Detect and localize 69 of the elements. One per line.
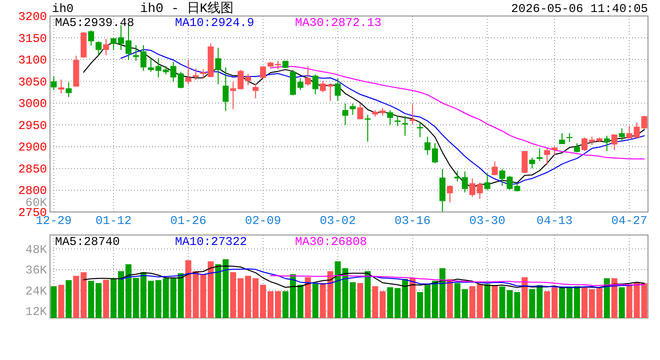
candlestick — [566, 132, 573, 142]
x-tick-label: 01-26 — [170, 214, 206, 228]
line-series — [270, 66, 645, 160]
candlestick — [50, 76, 57, 91]
candlestick — [192, 68, 199, 81]
y-tick-label: 3100 — [18, 54, 47, 68]
candlestick — [96, 40, 102, 56]
line-series — [83, 265, 645, 288]
candlestick — [604, 135, 610, 152]
y-tick-label: 3150 — [18, 32, 47, 46]
candlestick — [394, 115, 401, 126]
x-tick-label: 04-13 — [536, 214, 573, 228]
y-tick-label: 24K — [25, 284, 48, 298]
candlestick — [66, 82, 72, 98]
candlestick — [215, 47, 222, 85]
y-tick-label: 12K — [25, 305, 48, 320]
candlestick — [312, 74, 318, 95]
y-tick-label: 2800 — [18, 184, 47, 198]
y-tick-label: 2900 — [18, 140, 47, 155]
candlestick — [529, 157, 536, 169]
candlestick — [103, 38, 110, 56]
chart-title: ih0 - 日K线图 — [140, 1, 234, 16]
y-tick-label: 36K — [25, 264, 48, 278]
candlestick — [350, 103, 356, 116]
y-tick-label: 2950 — [18, 118, 47, 133]
y-tick-label: 3200 — [18, 10, 47, 24]
candlestick — [357, 103, 364, 120]
candlestick — [618, 128, 625, 142]
x-tick-label: 03-16 — [394, 214, 431, 228]
text: 2026-05-06 11:40:05 — [511, 2, 648, 16]
x-tick-label: 04-27 — [611, 214, 648, 228]
line-series — [270, 274, 645, 286]
text: MA30:2872.13 — [295, 16, 382, 30]
text: MA10:2924.9 — [175, 16, 254, 30]
candlestick — [342, 103, 348, 126]
candlestick — [417, 121, 423, 138]
x-tick-label: 03-02 — [320, 214, 356, 228]
candlestick — [58, 79, 64, 94]
candlestick — [522, 150, 528, 174]
candlestick — [611, 134, 618, 151]
y-tick-label: 3000 — [18, 97, 47, 112]
candlestick — [544, 148, 550, 166]
text: ih0 — [52, 2, 74, 16]
candlestick — [222, 66, 229, 112]
candlestick — [387, 110, 394, 126]
y-tick-label: 3050 — [18, 75, 47, 90]
x-tick-label: 02-09 — [245, 214, 282, 228]
text: MA5:28740 — [55, 235, 120, 249]
candlestick — [410, 104, 416, 125]
candlestick — [334, 78, 341, 102]
candlestick — [536, 148, 543, 162]
candlestick — [439, 168, 446, 212]
text: MA30:26808 — [295, 235, 368, 249]
candlestick — [574, 142, 580, 153]
candlestick — [402, 115, 408, 136]
y-tick-label: 2850 — [18, 162, 47, 176]
series-label: MA5:2939.48 — [55, 16, 134, 30]
candlestick — [88, 30, 94, 46]
series-label: MA10:27322 — [175, 235, 248, 249]
candlestick — [304, 66, 311, 86]
x-tick-label: 03-30 — [469, 214, 506, 228]
x-tick-label: 01-12 — [96, 214, 132, 228]
y-tick-label: 48K — [25, 242, 48, 257]
candlestick — [446, 184, 453, 203]
candlestick — [260, 66, 266, 79]
candlestick — [185, 59, 192, 85]
candlestick — [492, 160, 498, 176]
candlestick — [252, 83, 259, 99]
candlestick — [484, 172, 490, 190]
